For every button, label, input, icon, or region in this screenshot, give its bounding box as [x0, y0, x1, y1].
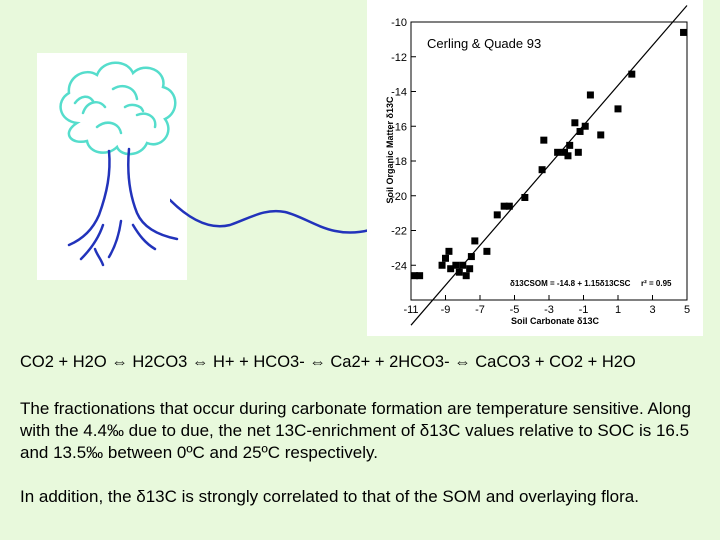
- wavy-line: [170, 198, 370, 234]
- data-point: [445, 247, 453, 255]
- tree-canopy: [59, 61, 177, 156]
- tree-illustration: [37, 53, 187, 280]
- x-tick-label: -1: [579, 304, 589, 316]
- data-point: [571, 119, 579, 127]
- data-point: [566, 141, 574, 149]
- x-tick-label: 5: [684, 304, 690, 316]
- data-point: [410, 272, 418, 280]
- scatter-chart: -11 -9 -7 -5 -3 -1 1 3 5-10-12-14-16-18-20-22-24…: [385, 5, 690, 326]
- data-point: [521, 193, 529, 201]
- data-point: [452, 261, 460, 269]
- data-point: [538, 166, 546, 174]
- y-tick-label: -16: [391, 121, 407, 133]
- data-point: [442, 254, 449, 262]
- regression-r2: r² = 0.95: [641, 279, 672, 288]
- data-point: [564, 152, 572, 160]
- data-point: [574, 148, 582, 156]
- data-point: [540, 136, 548, 144]
- y-axis-label: Soil Organic Matter δ13C: [385, 96, 395, 203]
- y-tick-label: -12: [391, 52, 407, 64]
- y-tick-label: -14: [391, 87, 407, 99]
- fractionation-paragraph: The fractionations that occur during car…: [20, 399, 691, 462]
- x-tick-label: -9: [441, 304, 451, 316]
- data-point: [416, 272, 424, 280]
- x-tick-label: -11: [403, 304, 418, 316]
- carbonate-equilibrium-equation: CO2 + H2O ⇔ H2CO3 ⇔ H+ + HCO3- ⇔ Ca2+ + …: [20, 353, 636, 371]
- data-point: [581, 122, 589, 130]
- x-tick-label: 3: [649, 304, 655, 316]
- data-point: [471, 237, 479, 245]
- chart-title: Cerling & Quade 93: [427, 36, 541, 51]
- data-point: [455, 268, 463, 276]
- data-point: [462, 272, 470, 280]
- x-tick-label: -7: [475, 304, 485, 316]
- data-point: [500, 202, 508, 210]
- y-tick-label: -18: [391, 156, 407, 168]
- regression-equation: δ13CSOM = -14.8 + 1.15δ13CSC: [510, 279, 631, 288]
- data-point: [628, 70, 636, 78]
- data-point: [614, 105, 622, 113]
- data-point: [466, 265, 474, 273]
- x-tick-label: 1: [615, 304, 621, 316]
- data-point: [597, 131, 605, 139]
- data-point: [447, 265, 455, 273]
- correlation-paragraph: In addition, the δ13C is strongly correl…: [20, 487, 639, 506]
- y-tick-label: -10: [391, 17, 407, 29]
- data-point: [459, 261, 467, 269]
- data-point: [505, 202, 513, 210]
- x-axis-label: Soil Carbonate δ13C: [511, 316, 599, 326]
- y-tick-label: -24: [391, 260, 407, 272]
- y-tick-label: -20: [391, 191, 407, 203]
- data-point: [483, 247, 491, 255]
- data-point: [467, 253, 475, 261]
- data-point: [680, 28, 688, 36]
- data-point: [586, 91, 594, 99]
- y-tick-label: -22: [391, 226, 407, 238]
- data-point: [576, 127, 584, 135]
- data-point: [493, 211, 501, 219]
- data-point: [554, 148, 562, 156]
- tree-trunk: [67, 147, 179, 267]
- x-tick-label: -5: [510, 304, 520, 316]
- x-tick-label: -3: [544, 304, 554, 316]
- plot-frame: [410, 21, 688, 301]
- chart-panel: -11 -9 -7 -5 -3 -1 1 3 5 -10 -12 -14 -16 -18 -20 -22 -24…: [367, 0, 703, 336]
- regression-line: [410, 5, 688, 326]
- data-point: [438, 261, 446, 269]
